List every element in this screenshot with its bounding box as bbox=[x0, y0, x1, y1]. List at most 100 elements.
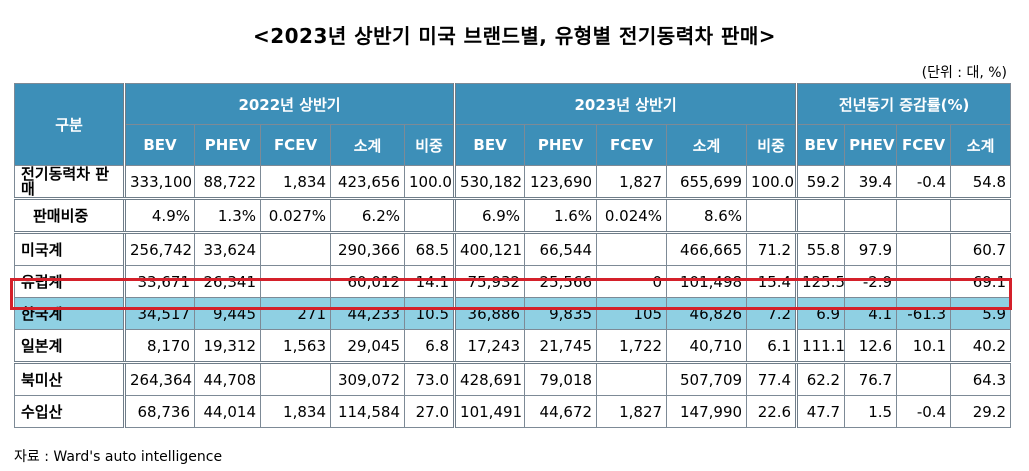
table-cell: 10.1 bbox=[896, 329, 952, 364]
table-cell: 88,722 bbox=[194, 165, 261, 200]
table-cell bbox=[596, 232, 668, 266]
table-cell: 309,072 bbox=[330, 362, 405, 396]
table-cell: 8.6% bbox=[666, 198, 748, 234]
table-cell: 22.6 bbox=[746, 395, 798, 428]
col-header: BEV bbox=[123, 124, 195, 166]
table-cell: 77.4 bbox=[746, 362, 798, 396]
table-cell: 4.9% bbox=[123, 198, 195, 234]
table-cell: 71.2 bbox=[746, 232, 798, 266]
table-cell: 5.9 bbox=[950, 297, 1012, 330]
table-cell: 507,709 bbox=[666, 362, 748, 396]
col-header: BEV bbox=[795, 124, 846, 166]
table-cell: 101,491 bbox=[453, 395, 526, 428]
table-cell bbox=[896, 362, 952, 396]
row-label: 수입산 bbox=[14, 395, 125, 428]
table-cell: 264,364 bbox=[123, 362, 195, 396]
table-cell: -61.3 bbox=[896, 297, 952, 330]
row-label: 판매비중 bbox=[14, 198, 125, 234]
table-cell: 39.4 bbox=[844, 165, 898, 200]
table-cell: 6.8 bbox=[403, 329, 456, 364]
col-header: 비중 bbox=[746, 124, 798, 166]
table-cell: 64.3 bbox=[950, 362, 1012, 396]
table-cell: 105 bbox=[596, 297, 668, 330]
table-cell: -2.9 bbox=[844, 265, 898, 298]
table-cell: 17,243 bbox=[453, 329, 526, 364]
table-cell: 256,742 bbox=[123, 232, 195, 266]
col-header: BEV bbox=[453, 124, 526, 166]
table-cell: 29,045 bbox=[330, 329, 405, 364]
table-cell: 400,121 bbox=[453, 232, 526, 266]
table-cell: 73.0 bbox=[403, 362, 456, 396]
table-cell: 36,886 bbox=[453, 297, 526, 330]
table-cell: 0.024% bbox=[596, 198, 668, 234]
col-header: PHEV bbox=[524, 124, 598, 166]
row-label: 미국계 bbox=[14, 232, 125, 266]
unit-label: (단위 : 대, %) bbox=[921, 65, 1007, 81]
table-cell: 75,932 bbox=[453, 265, 526, 298]
table-cell: 76.7 bbox=[844, 362, 898, 396]
table-cell: 423,656 bbox=[330, 165, 405, 200]
group-header-2023: 2023년 상반기 bbox=[453, 83, 798, 125]
table-cell: 55.8 bbox=[795, 232, 846, 266]
table-cell: 34,517 bbox=[123, 297, 195, 330]
table-cell bbox=[795, 198, 846, 234]
table-cell: 100.0 bbox=[403, 165, 456, 200]
col-header: PHEV bbox=[194, 124, 261, 166]
table-cell: 60.7 bbox=[950, 232, 1012, 266]
table-cell bbox=[596, 362, 668, 396]
table-row: 유럽계 33,671 26,341 60,012 14.1 75,932 25,566 0 10… bbox=[14, 265, 1012, 298]
table-cell: 8,170 bbox=[123, 329, 195, 364]
col-header: FCEV bbox=[896, 124, 952, 166]
table-cell bbox=[896, 198, 952, 234]
table-cell: 68.5 bbox=[403, 232, 456, 266]
row-label: 전기동력차 판매 bbox=[14, 165, 125, 200]
table-cell: 54.8 bbox=[950, 165, 1012, 200]
table-cell: 6.9% bbox=[453, 198, 526, 234]
table-cell: 0.027% bbox=[260, 198, 331, 234]
table-cell: 333,100 bbox=[123, 165, 195, 200]
table-row: 한국계 34,517 9,445 271 44,233 10.5 36,886 9,835 10… bbox=[14, 297, 1012, 330]
row-label: 일본계 bbox=[14, 329, 125, 364]
table-cell: 69.1 bbox=[950, 265, 1012, 298]
table-cell: 47.7 bbox=[795, 395, 846, 428]
table-cell: 1.3% bbox=[194, 198, 261, 234]
table-cell: 60,012 bbox=[330, 265, 405, 298]
table-cell: 21,745 bbox=[524, 329, 598, 364]
table-cell: 66,544 bbox=[524, 232, 598, 266]
table-cell: 100.0 bbox=[746, 165, 798, 200]
table-cell: 6.1 bbox=[746, 329, 798, 364]
table-cell: 466,665 bbox=[666, 232, 748, 266]
table-cell: 1,827 bbox=[596, 165, 668, 200]
table-cell: 271 bbox=[260, 297, 331, 330]
corner-header: 구분 bbox=[14, 83, 125, 166]
table-cell bbox=[896, 232, 952, 266]
table-cell: 7.2 bbox=[746, 297, 798, 330]
table-cell: 15.4 bbox=[746, 265, 798, 298]
table-cell: 1,834 bbox=[260, 395, 331, 428]
table-cell: 40,710 bbox=[666, 329, 748, 364]
table-cell: 655,699 bbox=[666, 165, 748, 200]
table-cell: 40.2 bbox=[950, 329, 1012, 364]
table-cell: 68,736 bbox=[123, 395, 195, 428]
table-cell bbox=[260, 265, 331, 298]
col-header: 소계 bbox=[950, 124, 1012, 166]
table-cell: 114,584 bbox=[330, 395, 405, 428]
table-cell: 97.9 bbox=[844, 232, 898, 266]
table-cell bbox=[746, 198, 798, 234]
table-row: 일본계 8,170 19,312 1,563 29,045 6.8 17,243 21,745… bbox=[14, 329, 1012, 364]
table-cell: 125.5 bbox=[795, 265, 846, 298]
table-cell: 44,233 bbox=[330, 297, 405, 330]
table-cell bbox=[950, 198, 1012, 234]
page-title: <2023년 상반기 미국 브랜드별, 유형별 전기동력차 판매> bbox=[252, 24, 777, 48]
table-cell: 4.1 bbox=[844, 297, 898, 330]
table-cell: 428,691 bbox=[453, 362, 526, 396]
table-cell: 44,014 bbox=[194, 395, 261, 428]
table-cell: 530,182 bbox=[453, 165, 526, 200]
table-body: 전기동력차 판매 333,100 88,722 1,834 423,656 100.0 53… bbox=[14, 165, 1012, 428]
table-cell: 1,827 bbox=[596, 395, 668, 428]
table-cell bbox=[844, 198, 898, 234]
row-label: 유럽계 bbox=[14, 265, 125, 298]
table-cell: 27.0 bbox=[403, 395, 456, 428]
table-cell: 1,834 bbox=[260, 165, 331, 200]
sales-table: 구분 2022년 상반기 2023년 상반기 전년동기 증감률(%) BEV P… bbox=[14, 83, 1012, 428]
